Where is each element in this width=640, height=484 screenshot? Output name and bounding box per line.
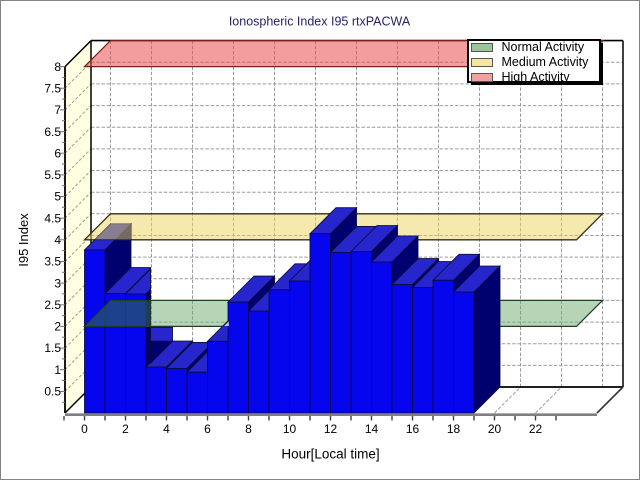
svg-text:7.5: 7.5 (44, 82, 61, 96)
svg-text:5: 5 (54, 190, 61, 204)
svg-text:14: 14 (365, 422, 379, 436)
svg-text:5.5: 5.5 (44, 168, 61, 182)
svg-text:4.5: 4.5 (44, 211, 61, 225)
svg-text:8: 8 (245, 422, 252, 436)
svg-text:8: 8 (54, 60, 61, 74)
svg-text:4: 4 (54, 233, 61, 247)
svg-text:I95 Index: I95 Index (16, 213, 31, 267)
svg-text:6.5: 6.5 (44, 125, 61, 139)
svg-text:18: 18 (447, 422, 461, 436)
svg-text:Normal Activity: Normal Activity (502, 40, 585, 54)
svg-text:High Activity: High Activity (502, 70, 571, 84)
svg-text:12: 12 (324, 422, 338, 436)
svg-text:6: 6 (204, 422, 211, 436)
svg-text:16: 16 (406, 422, 420, 436)
svg-text:3.5: 3.5 (44, 255, 61, 269)
svg-text:4: 4 (163, 422, 170, 436)
svg-text:2: 2 (54, 320, 61, 334)
svg-text:0: 0 (81, 422, 88, 436)
svg-text:0.5: 0.5 (44, 385, 61, 399)
svg-text:22: 22 (529, 422, 543, 436)
svg-text:2: 2 (122, 422, 129, 436)
svg-text:Medium Activity: Medium Activity (502, 55, 590, 69)
svg-text:Hour[Local time]: Hour[Local time] (281, 447, 379, 462)
svg-text:1.5: 1.5 (44, 341, 61, 355)
svg-text:Ionospheric Index I95 rtxPACWA: Ionospheric Index I95 rtxPACWA (229, 15, 411, 29)
svg-text:1: 1 (54, 363, 61, 377)
svg-text:7: 7 (54, 103, 61, 117)
svg-text:6: 6 (54, 146, 61, 160)
svg-text:3: 3 (54, 276, 61, 290)
svg-text:2.5: 2.5 (44, 298, 61, 312)
svg-text:10: 10 (283, 422, 297, 436)
svg-text:20: 20 (488, 422, 502, 436)
